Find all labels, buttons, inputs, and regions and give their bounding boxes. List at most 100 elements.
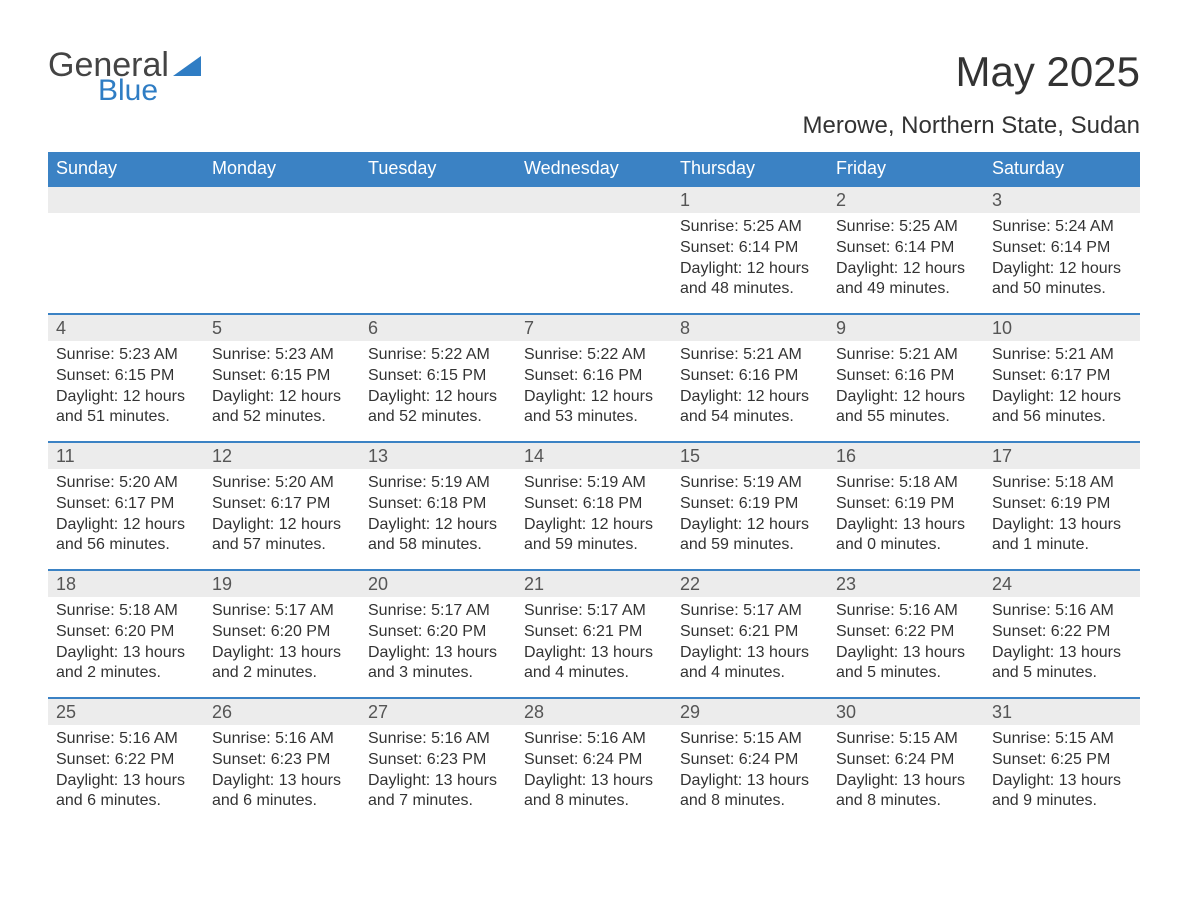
day-number: 4 [48, 313, 204, 341]
sunrise-text: Sunrise: 5:15 AM [680, 729, 820, 750]
day-details: Sunrise: 5:15 AMSunset: 6:24 PMDaylight:… [672, 725, 828, 816]
daylight-text: Daylight: 12 hours and 57 minutes. [212, 515, 352, 557]
day-cell: 29Sunrise: 5:15 AMSunset: 6:24 PMDayligh… [672, 697, 828, 825]
day-details: Sunrise: 5:18 AMSunset: 6:20 PMDaylight:… [48, 597, 204, 688]
week-row: 11Sunrise: 5:20 AMSunset: 6:17 PMDayligh… [48, 441, 1140, 569]
daylight-text: Daylight: 13 hours and 5 minutes. [992, 643, 1132, 685]
dh-thu: Thursday [672, 152, 828, 185]
day-cell: 17Sunrise: 5:18 AMSunset: 6:19 PMDayligh… [984, 441, 1140, 569]
sunset-text: Sunset: 6:14 PM [992, 238, 1132, 259]
sunset-text: Sunset: 6:23 PM [212, 750, 352, 771]
day-details: Sunrise: 5:21 AMSunset: 6:16 PMDaylight:… [672, 341, 828, 432]
sunrise-text: Sunrise: 5:18 AM [992, 473, 1132, 494]
day-details: Sunrise: 5:17 AMSunset: 6:20 PMDaylight:… [204, 597, 360, 688]
day-cell: 1Sunrise: 5:25 AMSunset: 6:14 PMDaylight… [672, 185, 828, 313]
sunrise-text: Sunrise: 5:15 AM [836, 729, 976, 750]
empty-day-bar [360, 185, 516, 213]
day-cell: 6Sunrise: 5:22 AMSunset: 6:15 PMDaylight… [360, 313, 516, 441]
day-cell: 8Sunrise: 5:21 AMSunset: 6:16 PMDaylight… [672, 313, 828, 441]
day-number: 28 [516, 697, 672, 725]
sunset-text: Sunset: 6:24 PM [524, 750, 664, 771]
day-cell: 21Sunrise: 5:17 AMSunset: 6:21 PMDayligh… [516, 569, 672, 697]
sunrise-text: Sunrise: 5:16 AM [212, 729, 352, 750]
day-details: Sunrise: 5:23 AMSunset: 6:15 PMDaylight:… [48, 341, 204, 432]
sunrise-text: Sunrise: 5:25 AM [680, 217, 820, 238]
sunrise-text: Sunrise: 5:15 AM [992, 729, 1132, 750]
day-number: 20 [360, 569, 516, 597]
day-number: 24 [984, 569, 1140, 597]
day-details: Sunrise: 5:25 AMSunset: 6:14 PMDaylight:… [828, 213, 984, 304]
day-details: Sunrise: 5:22 AMSunset: 6:16 PMDaylight:… [516, 341, 672, 432]
day-cell: 30Sunrise: 5:15 AMSunset: 6:24 PMDayligh… [828, 697, 984, 825]
day-number: 12 [204, 441, 360, 469]
sunrise-text: Sunrise: 5:18 AM [836, 473, 976, 494]
sunset-text: Sunset: 6:15 PM [368, 366, 508, 387]
daylight-text: Daylight: 12 hours and 49 minutes. [836, 259, 976, 301]
day-number: 30 [828, 697, 984, 725]
day-cell: 26Sunrise: 5:16 AMSunset: 6:23 PMDayligh… [204, 697, 360, 825]
day-cell: 25Sunrise: 5:16 AMSunset: 6:22 PMDayligh… [48, 697, 204, 825]
day-number: 13 [360, 441, 516, 469]
day-cell: 15Sunrise: 5:19 AMSunset: 6:19 PMDayligh… [672, 441, 828, 569]
daylight-text: Daylight: 13 hours and 6 minutes. [212, 771, 352, 813]
daylight-text: Daylight: 13 hours and 4 minutes. [524, 643, 664, 685]
dh-tue: Tuesday [360, 152, 516, 185]
day-number: 5 [204, 313, 360, 341]
sunset-text: Sunset: 6:17 PM [992, 366, 1132, 387]
daylight-text: Daylight: 12 hours and 56 minutes. [56, 515, 196, 557]
sunset-text: Sunset: 6:20 PM [368, 622, 508, 643]
day-cell: 9Sunrise: 5:21 AMSunset: 6:16 PMDaylight… [828, 313, 984, 441]
sunrise-text: Sunrise: 5:16 AM [56, 729, 196, 750]
day-cell: 2Sunrise: 5:25 AMSunset: 6:14 PMDaylight… [828, 185, 984, 313]
day-cell: 7Sunrise: 5:22 AMSunset: 6:16 PMDaylight… [516, 313, 672, 441]
sunrise-text: Sunrise: 5:21 AM [836, 345, 976, 366]
daylight-text: Daylight: 12 hours and 58 minutes. [368, 515, 508, 557]
day-number: 22 [672, 569, 828, 597]
sunrise-text: Sunrise: 5:24 AM [992, 217, 1132, 238]
sunset-text: Sunset: 6:24 PM [836, 750, 976, 771]
header: General Blue May 2025 Merowe, Northern S… [48, 48, 1140, 140]
day-details: Sunrise: 5:16 AMSunset: 6:22 PMDaylight:… [984, 597, 1140, 688]
sunset-text: Sunset: 6:14 PM [836, 238, 976, 259]
day-details: Sunrise: 5:17 AMSunset: 6:20 PMDaylight:… [360, 597, 516, 688]
day-cell: 12Sunrise: 5:20 AMSunset: 6:17 PMDayligh… [204, 441, 360, 569]
dh-fri: Friday [828, 152, 984, 185]
sunrise-text: Sunrise: 5:16 AM [836, 601, 976, 622]
week-row: 25Sunrise: 5:16 AMSunset: 6:22 PMDayligh… [48, 697, 1140, 825]
day-cell: 23Sunrise: 5:16 AMSunset: 6:22 PMDayligh… [828, 569, 984, 697]
day-details: Sunrise: 5:22 AMSunset: 6:15 PMDaylight:… [360, 341, 516, 432]
empty-day-bar [48, 185, 204, 213]
day-number: 18 [48, 569, 204, 597]
day-number: 31 [984, 697, 1140, 725]
day-details: Sunrise: 5:18 AMSunset: 6:19 PMDaylight:… [984, 469, 1140, 560]
daylight-text: Daylight: 12 hours and 51 minutes. [56, 387, 196, 429]
day-number: 15 [672, 441, 828, 469]
sunset-text: Sunset: 6:25 PM [992, 750, 1132, 771]
sunset-text: Sunset: 6:19 PM [992, 494, 1132, 515]
daylight-text: Daylight: 13 hours and 0 minutes. [836, 515, 976, 557]
day-cell: 20Sunrise: 5:17 AMSunset: 6:20 PMDayligh… [360, 569, 516, 697]
daylight-text: Daylight: 12 hours and 55 minutes. [836, 387, 976, 429]
day-details: Sunrise: 5:16 AMSunset: 6:23 PMDaylight:… [204, 725, 360, 816]
sunrise-text: Sunrise: 5:20 AM [212, 473, 352, 494]
sunset-text: Sunset: 6:21 PM [524, 622, 664, 643]
day-details: Sunrise: 5:24 AMSunset: 6:14 PMDaylight:… [984, 213, 1140, 304]
sunrise-text: Sunrise: 5:17 AM [368, 601, 508, 622]
sunrise-text: Sunrise: 5:20 AM [56, 473, 196, 494]
sunset-text: Sunset: 6:24 PM [680, 750, 820, 771]
daylight-text: Daylight: 12 hours and 52 minutes. [368, 387, 508, 429]
sunset-text: Sunset: 6:20 PM [56, 622, 196, 643]
day-cell: 27Sunrise: 5:16 AMSunset: 6:23 PMDayligh… [360, 697, 516, 825]
daylight-text: Daylight: 13 hours and 2 minutes. [56, 643, 196, 685]
sunrise-text: Sunrise: 5:19 AM [524, 473, 664, 494]
sunset-text: Sunset: 6:15 PM [56, 366, 196, 387]
daylight-text: Daylight: 12 hours and 56 minutes. [992, 387, 1132, 429]
daylight-text: Daylight: 13 hours and 4 minutes. [680, 643, 820, 685]
sunrise-text: Sunrise: 5:18 AM [56, 601, 196, 622]
sunrise-text: Sunrise: 5:19 AM [368, 473, 508, 494]
day-number: 3 [984, 185, 1140, 213]
day-cell [204, 185, 360, 313]
day-cell: 19Sunrise: 5:17 AMSunset: 6:20 PMDayligh… [204, 569, 360, 697]
sunrise-text: Sunrise: 5:16 AM [992, 601, 1132, 622]
daylight-text: Daylight: 13 hours and 3 minutes. [368, 643, 508, 685]
